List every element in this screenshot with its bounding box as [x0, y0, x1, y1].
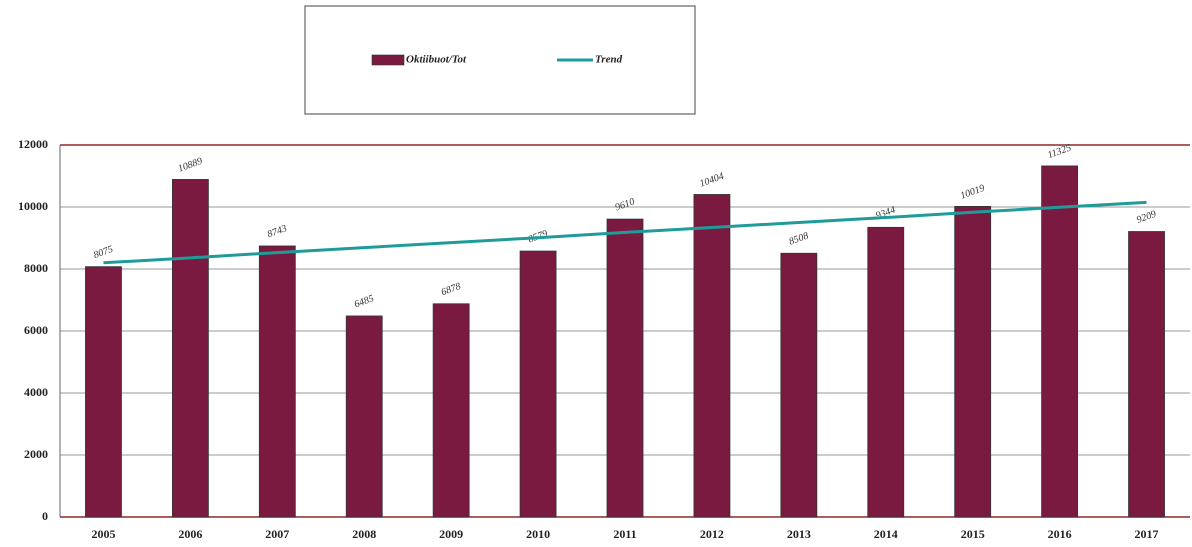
x-tick-label: 2005: [91, 527, 115, 541]
bar: [867, 226, 905, 518]
data-label: 9209: [1135, 209, 1158, 226]
legend-box: [304, 5, 696, 115]
x-tick-label: 2016: [1048, 527, 1072, 541]
bar: [171, 179, 209, 518]
bar: [606, 218, 644, 518]
y-tick-label: 8000: [24, 261, 48, 275]
bar: [432, 303, 470, 518]
x-tick-label: 2012: [700, 527, 724, 541]
x-tick-label: 2009: [439, 527, 463, 541]
bar: [1041, 165, 1079, 518]
y-tick-label: 2000: [24, 447, 48, 461]
bar: [693, 194, 731, 518]
x-tick-label: 2011: [613, 527, 636, 541]
data-label: 9610: [614, 196, 637, 213]
x-tick-label: 2013: [787, 527, 811, 541]
bar: [780, 252, 818, 518]
bar: [1128, 231, 1165, 518]
data-label: 6485: [353, 293, 376, 310]
y-tick-label: 0: [42, 509, 48, 523]
x-tick-label: 2014: [874, 527, 898, 541]
y-tick-label: 12000: [18, 137, 48, 151]
data-label: 10889: [177, 156, 204, 175]
x-tick-label: 2007: [265, 527, 289, 541]
data-label: 8075: [92, 244, 115, 261]
legend-label: Trend: [595, 54, 623, 66]
bar: [345, 315, 383, 518]
bar: [519, 250, 557, 518]
data-label: 8743: [266, 223, 289, 240]
x-tick-label: 2010: [526, 527, 550, 541]
legend-swatch: [371, 54, 405, 66]
data-label: 10019: [959, 183, 986, 202]
legend-label: Oktiibuot/Tot: [406, 54, 467, 66]
data-label: 8508: [787, 230, 810, 247]
y-tick-label: 10000: [18, 199, 48, 213]
y-tick-label: 4000: [24, 385, 48, 399]
trend-line: [103, 200, 1147, 265]
x-tick-label: 2015: [961, 527, 985, 541]
x-tick-label: 2008: [352, 527, 376, 541]
x-tick-label: 2006: [178, 527, 202, 541]
data-label: 10404: [698, 171, 725, 190]
x-tick-label: 2017: [1135, 527, 1159, 541]
bar: [954, 206, 992, 518]
y-tick-label: 6000: [24, 323, 48, 337]
bar: [85, 266, 122, 518]
bar: [258, 245, 296, 518]
data-label: 6878: [440, 281, 463, 298]
